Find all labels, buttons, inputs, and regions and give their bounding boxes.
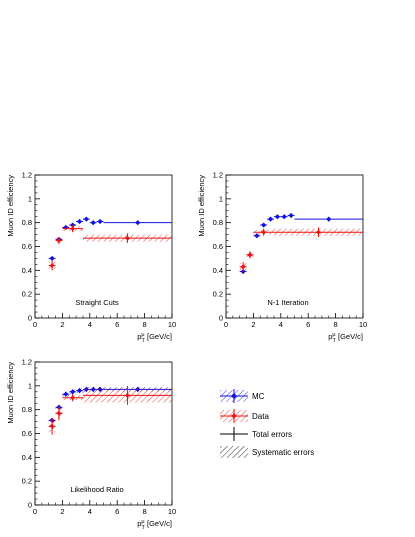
y-tick-label: 0.6 bbox=[213, 242, 223, 251]
y-tick-label: 0.8 bbox=[213, 218, 223, 227]
mc-point bbox=[135, 220, 141, 226]
data-point bbox=[239, 263, 247, 270]
series-mc bbox=[239, 212, 363, 275]
y-tick-label: 0.4 bbox=[22, 266, 32, 275]
legend-entry-mc: MC bbox=[220, 389, 265, 403]
data-point bbox=[55, 410, 63, 417]
series-data bbox=[48, 225, 172, 271]
x-tick-label: 4 bbox=[88, 507, 92, 516]
y-tick-label: 1 bbox=[28, 194, 32, 203]
mc-point bbox=[274, 214, 280, 220]
data-point bbox=[124, 392, 131, 399]
data-point bbox=[246, 251, 254, 259]
mc-point bbox=[76, 388, 83, 394]
legend-data-label: Data bbox=[252, 412, 269, 421]
y-tick-label: 0.8 bbox=[22, 405, 32, 414]
legend-entry-data: Data bbox=[220, 409, 269, 423]
mc-point bbox=[83, 216, 89, 222]
x-tick-label: 10 bbox=[168, 507, 176, 516]
legend-data-marker bbox=[230, 412, 238, 420]
y-axis-label: Muon ID efficiency bbox=[197, 175, 206, 237]
x-tick-label: 0 bbox=[33, 320, 37, 329]
data-point bbox=[48, 423, 56, 430]
panel-straight-cuts: 0 2 4 6 8 10 0 0.2 0.4 0.6 0.8 1 1.2 Muon ID efficien… bbox=[6, 171, 176, 345]
y-tick-label: 0 bbox=[28, 314, 32, 323]
x-tick-label: 4 bbox=[88, 320, 92, 329]
x-tick-label: 8 bbox=[143, 320, 147, 329]
panel-n1-iteration: 0 2 4 6 8 10 0 0.2 0.4 0.6 0.8 1 1.2 Muon ID efficien… bbox=[197, 171, 367, 345]
mc-point bbox=[49, 255, 55, 262]
mc-point bbox=[70, 389, 76, 395]
x-tick-label: 6 bbox=[306, 320, 310, 329]
mc-point bbox=[326, 216, 332, 222]
x-tick-label: 0 bbox=[224, 320, 228, 329]
plot-frame bbox=[34, 361, 173, 506]
y-tick-label: 0.2 bbox=[213, 290, 223, 299]
y-tick-label: 0.2 bbox=[22, 477, 32, 486]
y-tick-label: 0.6 bbox=[22, 242, 32, 251]
x-tick-label: 2 bbox=[60, 507, 64, 516]
x-tick-label: 10 bbox=[359, 320, 367, 329]
series-data bbox=[239, 227, 363, 272]
y-axis-label: Muon ID efficiency bbox=[6, 362, 15, 424]
x-tick-label: 6 bbox=[115, 320, 119, 329]
y-tick-label: 0.4 bbox=[213, 266, 223, 275]
x-tick-label: 2 bbox=[251, 320, 255, 329]
data-point bbox=[55, 237, 63, 244]
legend-mc-marker bbox=[231, 393, 237, 399]
series-data bbox=[48, 385, 172, 435]
plot-annotation: Likelihood Ratio bbox=[70, 485, 123, 494]
x-tick-label: 8 bbox=[334, 320, 338, 329]
data-point bbox=[260, 229, 267, 236]
mc-point bbox=[261, 222, 267, 228]
y-tick-label: 0.6 bbox=[22, 429, 32, 438]
plot-annotation: N-1 Iteration bbox=[267, 298, 308, 307]
mc-point bbox=[267, 216, 274, 222]
x-tick-label: 10 bbox=[168, 320, 176, 329]
plot-annotation: Straight Cuts bbox=[75, 298, 119, 307]
y-axis-label: Muon ID efficiency bbox=[6, 175, 15, 237]
y-tick-label: 1.2 bbox=[22, 171, 32, 180]
data-point bbox=[124, 234, 131, 242]
mc-point bbox=[76, 218, 83, 225]
y-tick-label: 0 bbox=[28, 501, 32, 510]
x-tick-label: 0 bbox=[33, 507, 37, 516]
y-tick-label: 1 bbox=[219, 194, 223, 203]
x-axis-label: pμ T [GeV/c] bbox=[137, 332, 172, 344]
plot-frame bbox=[225, 174, 364, 319]
data-point bbox=[315, 229, 322, 236]
x-axis-label: pμ T [GeV/c] bbox=[328, 332, 363, 344]
legend-total-label: Total errors bbox=[252, 430, 292, 439]
panel-likelihood-ratio: 0 2 4 6 8 10 0 0.2 0.4 0.6 0.8 1 1.2 Muon ID efficien… bbox=[6, 358, 176, 532]
mc-point bbox=[97, 218, 103, 225]
y-tick-label: 0.8 bbox=[22, 218, 32, 227]
legend-syst-label: Systematic errors bbox=[252, 448, 314, 457]
x-tick-label: 6 bbox=[115, 507, 119, 516]
mc-point bbox=[90, 220, 96, 226]
legend-mc-label: MC bbox=[252, 392, 265, 401]
legend: MC Data Total errors Systematic errors bbox=[220, 389, 314, 458]
x-axis-label: pμ T [GeV/c] bbox=[137, 519, 172, 531]
data-point bbox=[69, 225, 76, 232]
data-point bbox=[48, 262, 56, 269]
y-tick-label: 0.2 bbox=[22, 290, 32, 299]
mc-point bbox=[288, 212, 294, 219]
x-tick-label: 8 bbox=[143, 507, 147, 516]
plot-frame bbox=[34, 174, 173, 319]
data-point bbox=[69, 394, 76, 401]
legend-entry-total-errors: Total errors bbox=[220, 427, 292, 441]
x-tick-label: 2 bbox=[60, 320, 64, 329]
y-tick-label: 0.4 bbox=[22, 453, 32, 462]
y-tick-label: 1.2 bbox=[213, 171, 223, 180]
legend-entry-systematic-errors: Systematic errors bbox=[220, 446, 314, 458]
y-tick-label: 1.2 bbox=[22, 358, 32, 367]
y-tick-label: 1 bbox=[28, 381, 32, 390]
mc-point bbox=[63, 391, 69, 397]
mc-point bbox=[281, 214, 287, 220]
x-tick-label: 4 bbox=[279, 320, 283, 329]
y-tick-label: 0 bbox=[219, 314, 223, 323]
legend-syst-hatch bbox=[220, 446, 248, 458]
